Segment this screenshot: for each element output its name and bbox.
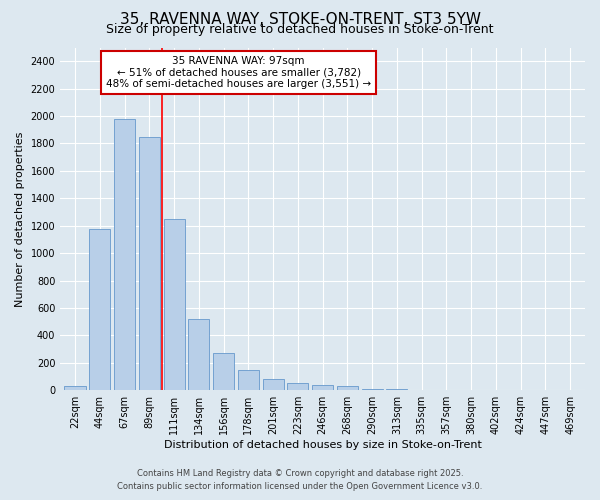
Bar <box>238 370 259 390</box>
Y-axis label: Number of detached properties: Number of detached properties <box>15 131 25 306</box>
Bar <box>362 389 383 390</box>
Bar <box>89 229 110 390</box>
Bar <box>139 136 160 390</box>
Bar <box>287 382 308 390</box>
Bar <box>164 219 185 390</box>
Bar <box>188 319 209 390</box>
Bar <box>337 386 358 390</box>
Bar <box>213 352 234 390</box>
X-axis label: Distribution of detached houses by size in Stoke-on-Trent: Distribution of detached houses by size … <box>164 440 482 450</box>
Bar <box>263 378 284 390</box>
Text: Size of property relative to detached houses in Stoke-on-Trent: Size of property relative to detached ho… <box>106 22 494 36</box>
Bar <box>386 389 407 390</box>
Bar <box>312 384 333 390</box>
Bar <box>114 120 135 390</box>
Text: 35 RAVENNA WAY: 97sqm
← 51% of detached houses are smaller (3,782)
48% of semi-d: 35 RAVENNA WAY: 97sqm ← 51% of detached … <box>106 56 371 90</box>
Bar <box>64 386 86 390</box>
Text: Contains HM Land Registry data © Crown copyright and database right 2025.
Contai: Contains HM Land Registry data © Crown c… <box>118 470 482 491</box>
Text: 35, RAVENNA WAY, STOKE-ON-TRENT, ST3 5YW: 35, RAVENNA WAY, STOKE-ON-TRENT, ST3 5YW <box>119 12 481 28</box>
